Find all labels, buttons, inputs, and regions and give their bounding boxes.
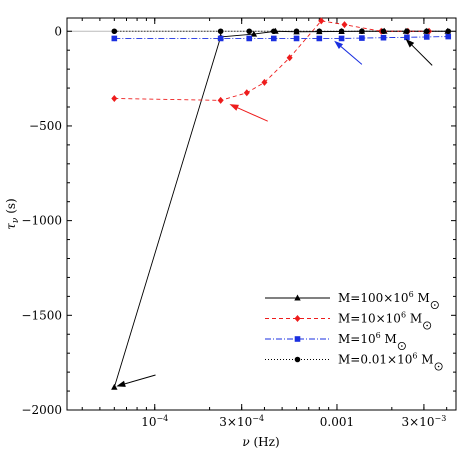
- data-point: [316, 28, 323, 35]
- axis-ticks: 0 −500 −1000 −1500 −2000 10−4 3×10−4 0.001 3×10−…: [21, 18, 456, 429]
- arrow-head: [229, 104, 239, 111]
- data-point: [111, 35, 118, 42]
- data-point: [380, 34, 387, 41]
- legend-marker: [294, 336, 301, 342]
- arrow-shaft: [411, 44, 433, 66]
- data-point: [270, 35, 277, 42]
- sun-symbol: [430, 300, 439, 309]
- series-line: [114, 20, 430, 101]
- data-point: [243, 89, 250, 97]
- data-point: [318, 17, 325, 25]
- data-point: [250, 30, 258, 37]
- y-tick-label: −500: [29, 119, 62, 133]
- arrow-shaft: [237, 107, 268, 122]
- annotation-arrows: [116, 38, 433, 387]
- annotation-arrow: [229, 104, 268, 122]
- data-point: [404, 34, 410, 41]
- data-point: [217, 96, 224, 104]
- legend-label: M=100×106 M: [338, 290, 430, 305]
- legend-item: M=0.01×106 M: [265, 352, 443, 371]
- data-point: [246, 28, 253, 35]
- y-axis-subscript: ν: [11, 217, 21, 223]
- data-point: [111, 28, 118, 35]
- legend-marker: [294, 356, 301, 363]
- legend-label: M=0.01×106 M: [338, 352, 434, 367]
- series-line: [114, 36, 449, 39]
- data-point: [217, 28, 224, 35]
- data-point: [445, 28, 452, 35]
- legend-label: M=106 M: [338, 331, 397, 346]
- arrow-shaft: [340, 46, 363, 65]
- legend-item: M=100×106 M: [265, 290, 439, 309]
- y-tick-label: −2000: [21, 403, 62, 417]
- x-tick-label: 3×10−4: [219, 414, 264, 429]
- x-tick-label: 10−4: [141, 414, 168, 429]
- legend-label: M=10×106 M: [338, 311, 422, 326]
- data-point: [316, 35, 323, 42]
- x-axis-title: ν (Hz): [242, 435, 279, 449]
- data-point: [217, 35, 224, 42]
- data-point: [341, 21, 348, 29]
- series-line: [113, 30, 448, 388]
- legend-item: M=106 M: [265, 331, 406, 350]
- sun-symbol: [397, 341, 406, 350]
- y-tick-label: −1500: [21, 308, 62, 322]
- legend: M=100×106 M M=10×106 M M=106 M M=0.01×106 M: [265, 290, 443, 371]
- legend-item: M=10×106 M: [265, 311, 432, 330]
- sun-symbol: [423, 321, 432, 330]
- plot-frame: [66, 17, 457, 411]
- sun-symbol-dot: [437, 365, 440, 368]
- data-point: [404, 28, 410, 35]
- data-point: [359, 28, 365, 35]
- data-point: [423, 34, 430, 40]
- data-point: [261, 78, 268, 86]
- series-3: [111, 33, 452, 42]
- annotation-arrow: [116, 374, 156, 387]
- data-point: [423, 28, 430, 35]
- y-axis-symbol: τ: [4, 223, 18, 230]
- x-tick-label: 0.001: [320, 415, 354, 429]
- series-2: [111, 17, 433, 104]
- data-point: [111, 383, 118, 390]
- data-point: [380, 28, 387, 35]
- data-point: [270, 28, 277, 35]
- sun-symbol-dot: [401, 345, 403, 347]
- data-point: [111, 94, 118, 102]
- y-tick-label: −1000: [21, 214, 62, 228]
- sun-symbol-dot: [426, 324, 428, 327]
- x-axis-symbol: ν: [242, 435, 249, 449]
- series-layer: [111, 17, 452, 390]
- data-point: [293, 28, 300, 35]
- y-tick-label: 0: [54, 24, 62, 38]
- data-point: [359, 35, 365, 41]
- y-axis-title: τν (s): [4, 198, 21, 229]
- arrow-head: [405, 38, 415, 48]
- arrow-head: [334, 40, 344, 50]
- legend-marker: [294, 294, 301, 301]
- annotation-arrow: [334, 40, 363, 65]
- series-4: [111, 28, 452, 35]
- legend-marker: [294, 315, 301, 322]
- arrow-head: [116, 380, 126, 387]
- data-point: [338, 28, 345, 35]
- data-point: [445, 33, 452, 40]
- x-tick-label: 3×10−3: [402, 414, 447, 429]
- data-point: [293, 35, 300, 42]
- x-axis-unit: (Hz): [250, 435, 280, 449]
- annotation-arrow: [405, 38, 433, 66]
- sun-symbol: [434, 362, 443, 371]
- sun-symbol-dot: [433, 304, 436, 306]
- data-point: [338, 35, 345, 42]
- data-point: [246, 35, 253, 42]
- y-axis-unit: (s): [4, 198, 18, 217]
- data-point: [286, 54, 293, 62]
- arrow-shaft: [124, 374, 156, 385]
- series-1: [111, 27, 451, 390]
